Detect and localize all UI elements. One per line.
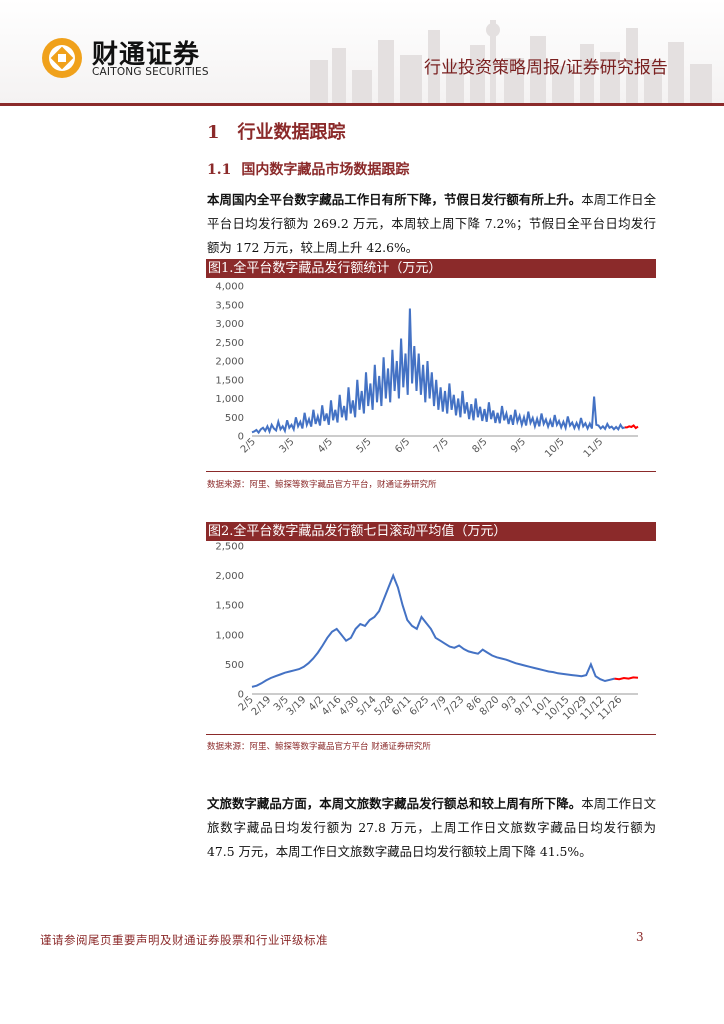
- y-tick-label: 500: [225, 660, 244, 671]
- y-tick-label: 1,500: [215, 375, 244, 386]
- paragraph-2-lead: 文旅数字藏品方面，本周文旅数字藏品发行额总和较上周有所下降。: [207, 796, 582, 811]
- y-tick-label: 1,000: [215, 394, 244, 405]
- caitong-logo-icon: [42, 38, 82, 78]
- city-skyline-graphic: [310, 20, 712, 104]
- x-tick-label: 2/19: [250, 694, 274, 718]
- x-tick-label: 4/5: [316, 436, 335, 455]
- y-tick-label: 0: [238, 690, 244, 701]
- figure-2-title: 图2.全平台数字藏品发行额七日滚动平均值（万元）: [206, 522, 656, 541]
- y-tick-label: 1,000: [215, 630, 244, 641]
- x-tick-label: 3/5: [277, 436, 296, 455]
- paragraph-1: 本周国内全平台数字藏品工作日有所下降，节假日发行额有所上升。本周工作日全平台日均…: [207, 188, 656, 260]
- y-tick-label: 2,500: [215, 542, 244, 553]
- paragraph-2: 文旅数字藏品方面，本周文旅数字藏品发行额总和较上周有所下降。本周工作日文旅数字藏…: [207, 792, 656, 864]
- x-tick-label: 8/5: [470, 436, 489, 455]
- x-tick-label: 6/11: [390, 694, 414, 718]
- x-tick-label: 5/5: [355, 436, 374, 455]
- x-tick-label: 5/28: [373, 694, 397, 718]
- y-tick-label: 1,500: [215, 601, 244, 612]
- x-tick-label: 4/16: [320, 694, 344, 718]
- y-tick-label: 2,000: [215, 571, 244, 582]
- logo-chinese: 财通证券: [92, 40, 201, 70]
- figure-2-chart: 05001,0001,5002,0002,5002/52/193/53/194/…: [215, 542, 639, 723]
- x-tick-label: 9/17: [513, 694, 537, 718]
- logo-english: CAITONG SECURITIES: [92, 66, 209, 78]
- header-rule: [0, 103, 724, 106]
- y-tick-label: 2,500: [215, 338, 244, 349]
- x-tick-label: 6/25: [408, 694, 432, 718]
- y-tick-label: 500: [225, 413, 244, 424]
- y-tick-label: 0: [238, 432, 244, 443]
- page-number: 3: [636, 930, 644, 944]
- subsection-title: 国内数字藏品市场数据跟踪: [241, 162, 410, 178]
- y-tick-label: 4,000: [215, 282, 244, 293]
- paragraph-1-body: 本周工作日全平台日均发行额为 269.2 万元，本周较上周下降 7.2%；节假日…: [207, 192, 657, 255]
- series-line: [251, 308, 626, 435]
- figure-2-source: 数据来源：阿里、鲸探等数字藏品官方平台 财通证券研究所: [207, 742, 431, 752]
- x-tick-label: 7/23: [443, 694, 467, 718]
- x-tick-label: 7/5: [432, 436, 451, 455]
- highlight-line: [624, 424, 639, 430]
- figure-1-source: 数据来源：阿里、鲸探等数字藏品官方平台，财通证券研究所: [207, 480, 437, 490]
- x-tick-label: 11/5: [582, 436, 606, 460]
- y-tick-label: 2,000: [215, 357, 244, 368]
- x-tick-label: 6/5: [393, 436, 412, 455]
- figure-1-chart: 05001,0001,5002,0002,5003,0003,5004,0002…: [215, 282, 639, 460]
- x-tick-label: 9/5: [509, 436, 528, 455]
- section-heading: 1 行业数据跟踪: [207, 118, 346, 144]
- highlight-line: [614, 676, 639, 681]
- figure-2-rule: [206, 734, 656, 735]
- section-number: 1: [207, 122, 220, 143]
- figure-1-rule: [206, 471, 656, 472]
- x-tick-label: 3/19: [285, 694, 309, 718]
- report-type: 行业投资策略周报/证券研究报告: [424, 58, 668, 78]
- y-tick-label: 3,000: [215, 319, 244, 330]
- x-tick-label: 5/14: [355, 694, 379, 718]
- footer-disclaimer: 谨请参阅尾页重要声明及财通证券股票和行业评级标准: [40, 933, 328, 947]
- y-tick-label: 3,500: [215, 300, 244, 311]
- figure-1-title: 图1.全平台数字藏品发行额统计（万元）: [206, 259, 656, 278]
- paragraph-1-lead: 本周国内全平台数字藏品工作日有所下降，节假日发行额有所上升。: [207, 192, 582, 207]
- x-tick-label: 4/30: [337, 694, 361, 718]
- subsection-heading: 1.1 国内数字藏品市场数据跟踪: [207, 159, 409, 179]
- x-tick-label: 8/20: [478, 694, 502, 718]
- x-tick-label: 10/5: [543, 436, 567, 460]
- subsection-number: 1.1: [207, 162, 232, 178]
- section-title: 行业数据跟踪: [237, 122, 346, 143]
- paragraph-2-body: 本周工作日文旅数字藏品日均发行额为 27.8 万元，上周工作日文旅数字藏品日均发…: [207, 796, 657, 859]
- series-line: [251, 572, 615, 688]
